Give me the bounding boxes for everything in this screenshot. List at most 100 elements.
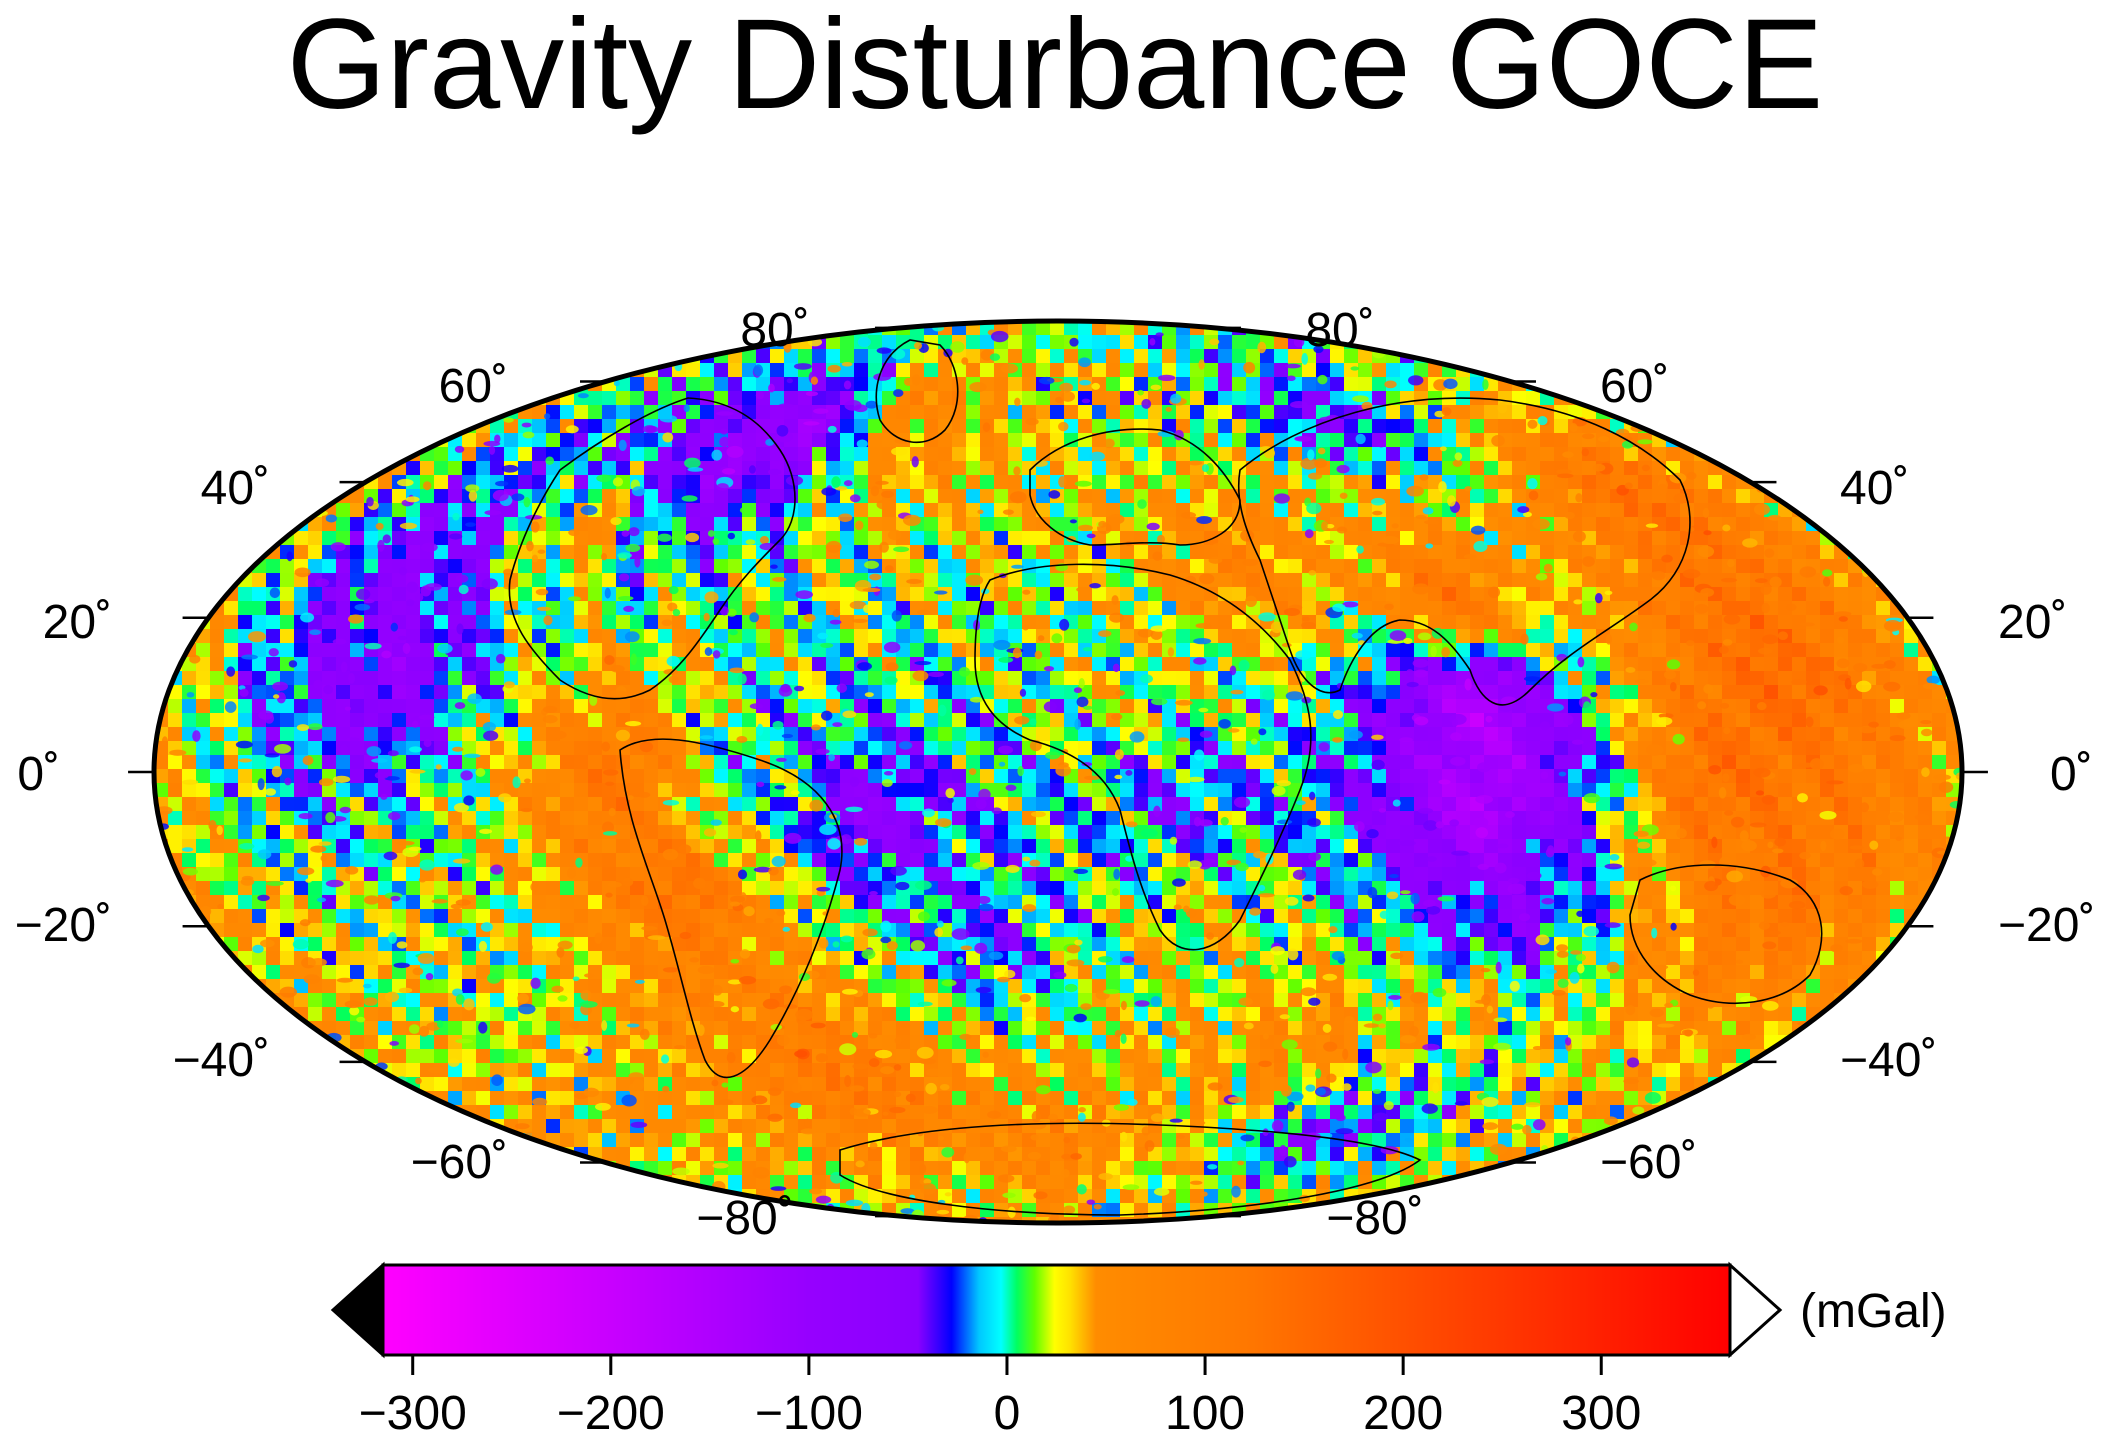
field-cell — [308, 881, 323, 896]
field-cell — [1050, 727, 1065, 742]
field-cell — [1106, 447, 1121, 462]
field-cell — [1680, 895, 1695, 910]
field-cell — [1302, 839, 1317, 854]
field-cell — [644, 559, 659, 574]
field-cell — [476, 811, 491, 826]
field-cell — [994, 531, 1009, 546]
field-cell — [952, 433, 967, 448]
field-cell — [1078, 783, 1093, 798]
field-cell — [1274, 503, 1289, 518]
field-cell — [924, 755, 939, 770]
field-cell — [1092, 559, 1107, 574]
field-cell — [728, 769, 743, 784]
field-cell — [1078, 629, 1093, 644]
field-cell — [784, 811, 799, 826]
field-cell — [980, 909, 995, 924]
field-cell — [1708, 643, 1723, 658]
field-cell — [1638, 769, 1653, 784]
field-cell — [406, 937, 421, 952]
field-cell — [672, 727, 687, 742]
field-cell — [938, 489, 953, 504]
field-cell — [1232, 881, 1247, 896]
field-cell — [1932, 727, 1947, 742]
field-cell — [1204, 909, 1219, 924]
field-cell — [1106, 825, 1121, 840]
field-cell — [1848, 699, 1863, 714]
field-cell — [1358, 629, 1373, 644]
field-cell — [1568, 517, 1583, 532]
field-cell — [406, 559, 421, 574]
field-cell — [714, 503, 729, 518]
field-cell — [1568, 755, 1583, 770]
field-cell — [252, 727, 267, 742]
field-cell — [182, 909, 197, 924]
field-cell — [714, 881, 729, 896]
field-cell — [1596, 517, 1611, 532]
field-cell — [1078, 559, 1093, 574]
field-cell — [1666, 601, 1681, 616]
field-cell — [1806, 587, 1821, 602]
field-cell — [1708, 475, 1723, 490]
field-cell — [196, 867, 211, 882]
field-cell — [532, 853, 547, 868]
field-cell — [1232, 937, 1247, 952]
field-cell — [658, 503, 673, 518]
field-cell — [560, 671, 575, 686]
field-cell — [1316, 839, 1331, 854]
field-cell — [1050, 363, 1065, 378]
field-cell — [1540, 489, 1555, 504]
field-cell — [1904, 699, 1919, 714]
field-cell — [602, 839, 617, 854]
field-cell — [1316, 405, 1331, 420]
field-cell — [1218, 447, 1233, 462]
field-cell — [658, 727, 673, 742]
field-cell — [868, 335, 883, 350]
field-cell — [1568, 629, 1583, 644]
field-cell — [322, 671, 337, 686]
field-cell — [784, 923, 799, 938]
field-cell — [1470, 881, 1485, 896]
field-cell — [1428, 363, 1443, 378]
field-cell — [1596, 489, 1611, 504]
field-cell — [1806, 797, 1821, 812]
field-cell — [546, 629, 561, 644]
field-cell — [1946, 671, 1961, 686]
field-cell — [1064, 923, 1079, 938]
field-cell — [1904, 783, 1919, 798]
field-cell — [1120, 335, 1135, 350]
field-cell — [952, 867, 967, 882]
field-cell — [1190, 895, 1205, 910]
field-cell — [826, 699, 841, 714]
field-cell — [1162, 937, 1177, 952]
field-cell — [588, 867, 603, 882]
field-cell — [910, 895, 925, 910]
field-cell — [1022, 867, 1037, 882]
field-cell — [392, 867, 407, 882]
field-cell — [392, 503, 407, 518]
field-cell — [574, 475, 589, 490]
field-cell — [1092, 699, 1107, 714]
field-cell — [504, 657, 519, 672]
field-cell — [224, 741, 239, 756]
field-cell — [896, 727, 911, 742]
field-cell — [490, 755, 505, 770]
field-cell — [476, 839, 491, 854]
field-cell — [1204, 601, 1219, 616]
field-cell — [1736, 853, 1751, 868]
field-cell — [364, 559, 379, 574]
field-cell — [1610, 545, 1625, 560]
field-cell — [896, 587, 911, 602]
field-cell — [644, 517, 659, 532]
field-cell — [1512, 755, 1527, 770]
field-cell — [1036, 391, 1051, 406]
field-cell — [1442, 699, 1457, 714]
field-cell — [1092, 713, 1107, 728]
field-cell — [1008, 923, 1023, 938]
field-cell — [784, 643, 799, 658]
field-cell — [1736, 923, 1751, 938]
field-cell — [770, 839, 785, 854]
field-cell — [1190, 797, 1205, 812]
field-cell — [280, 699, 295, 714]
field-cell — [1372, 671, 1387, 686]
field-cell — [1540, 867, 1555, 882]
